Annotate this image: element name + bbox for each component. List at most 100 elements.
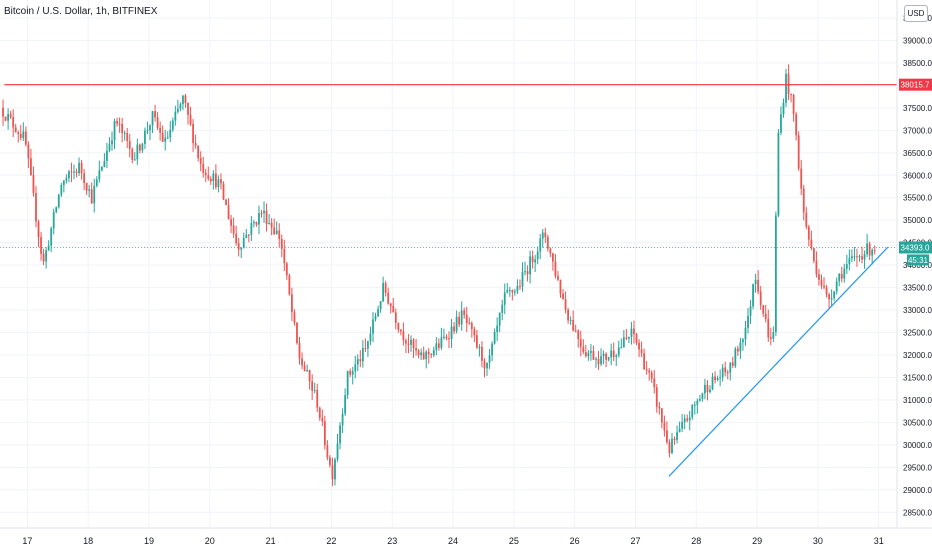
- candle-body: [52, 211, 55, 229]
- candle-body: [572, 319, 575, 331]
- candle-body: [214, 173, 217, 188]
- candle-body: [389, 303, 392, 307]
- candle-body: [455, 316, 458, 332]
- x-tick-label: 24: [448, 536, 458, 546]
- candle-body: [478, 346, 481, 348]
- candle-body: [683, 418, 686, 423]
- candle-body: [407, 343, 410, 345]
- candle-body: [316, 389, 319, 408]
- candle-body: [394, 312, 397, 323]
- candle-body: [650, 372, 653, 379]
- candle-body: [638, 342, 640, 350]
- candle-body: [734, 348, 737, 366]
- candle-body: [80, 162, 83, 174]
- symbol-title: Bitcoin / U.S. Dollar, 1h, BITFINEX: [4, 6, 158, 17]
- candle-body: [721, 367, 724, 378]
- candle-body: [275, 230, 278, 235]
- x-tick-label: 18: [83, 536, 93, 546]
- candle-body: [635, 334, 638, 343]
- candle-body: [630, 328, 633, 337]
- candle-body: [361, 348, 364, 362]
- candle-body: [645, 369, 648, 371]
- candle-body: [382, 283, 385, 302]
- y-tick-label: 29500.0: [903, 463, 932, 472]
- candle-body: [336, 443, 339, 460]
- candle-body: [364, 348, 367, 350]
- currency-button[interactable]: USD: [904, 5, 928, 22]
- candle-body: [339, 425, 341, 444]
- candle-body: [184, 95, 187, 103]
- candle-body: [144, 130, 146, 144]
- candle-body: [70, 171, 73, 173]
- candle-body: [610, 350, 613, 358]
- candle-body: [607, 357, 610, 360]
- candle-body: [729, 362, 732, 373]
- candle-body: [37, 221, 40, 238]
- candle-body: [726, 372, 729, 374]
- candle-body: [323, 421, 326, 446]
- candle-body: [379, 301, 382, 310]
- candle-body: [546, 237, 549, 249]
- candle-body: [754, 279, 757, 285]
- candle-body: [166, 137, 169, 139]
- candle-body: [113, 120, 116, 141]
- candle-body: [475, 335, 478, 348]
- candle-body: [828, 294, 830, 300]
- candle-body: [559, 279, 562, 294]
- candle-body: [812, 248, 815, 261]
- candle-body: [19, 133, 22, 138]
- candle-body: [468, 322, 471, 324]
- candle-body: [648, 370, 651, 373]
- candle-body: [415, 348, 417, 351]
- candle-body: [810, 239, 813, 249]
- candle-body: [531, 256, 534, 263]
- candle-body: [595, 358, 597, 360]
- candle-body: [719, 377, 722, 379]
- candle-body: [75, 171, 78, 174]
- candle-body: [427, 351, 430, 355]
- y-tick-label: 34000.0: [903, 261, 932, 270]
- candle-body: [673, 438, 676, 441]
- candle-body: [354, 364, 357, 372]
- candle-body: [709, 389, 711, 392]
- candle-body: [582, 346, 585, 353]
- candle-body: [359, 359, 362, 362]
- candle-body: [752, 284, 754, 307]
- candle-body: [245, 234, 248, 238]
- candle-body: [823, 285, 825, 288]
- candle-body: [744, 327, 747, 340]
- candle-body: [402, 331, 405, 341]
- candle-body: [739, 342, 742, 352]
- x-tick-label: 26: [570, 536, 580, 546]
- candle-body: [422, 352, 425, 360]
- y-tick-label: 32500.0: [903, 329, 932, 338]
- candle-body: [68, 171, 70, 179]
- candle-body: [270, 222, 273, 228]
- support-trendline[interactable]: [668, 246, 889, 477]
- candle-body: [141, 143, 144, 151]
- candle-body: [93, 185, 96, 204]
- candle-body: [612, 350, 615, 357]
- candle-body: [199, 157, 202, 164]
- time-axis-labels: 17 18 19 20 21 22 23 24 25 26 27 28 29 30 31: [22, 536, 883, 546]
- candle-body: [133, 159, 136, 161]
- candle-body: [678, 428, 681, 433]
- candle-body: [764, 313, 767, 320]
- candle-body: [463, 310, 466, 315]
- drawing-layer[interactable]: [0, 84, 897, 477]
- candle-body: [628, 336, 630, 339]
- candle-body: [280, 238, 283, 250]
- time-axis[interactable]: [0, 528, 932, 550]
- candle-body: [197, 145, 200, 158]
- candle-body: [491, 343, 493, 356]
- candle-body: [154, 111, 156, 118]
- x-tick-label: 27: [630, 536, 640, 546]
- price-tags: 38015.7 34393.0 45:31: [899, 78, 932, 266]
- candle-body: [207, 175, 210, 179]
- candle-body: [691, 404, 694, 418]
- candle-body: [301, 358, 303, 366]
- candle-body: [698, 398, 701, 401]
- candle-body: [194, 143, 197, 146]
